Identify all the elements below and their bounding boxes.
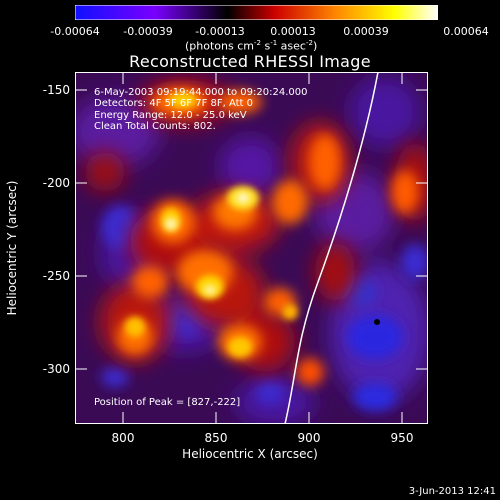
y-tick-label: -250 [42, 269, 70, 283]
colorbar-tick: 0.00064 [443, 25, 489, 38]
y-tick-label: -300 [42, 362, 70, 376]
x-tick-label: 950 [390, 431, 414, 445]
peak-position-label: Position of Peak = [827,-222] [94, 397, 241, 408]
x-axis-label: Heliocentric X (arcsec) [182, 447, 318, 461]
colorbar-units: (photons cm-2 s-1 asec-2) [185, 39, 318, 53]
solar-limb [284, 72, 379, 424]
plot-title: Reconstructed RHESSI Image [129, 52, 371, 71]
colorbar-tick: -0.00064 [50, 25, 100, 38]
timestamp: 3-Jun-2013 12:41 [408, 486, 496, 497]
colorbar-tick: -0.00039 [123, 25, 173, 38]
y-tick-label: -200 [42, 176, 70, 190]
time-range-label: 6-May-2003 09:19:44.000 to 09:20:24.000 [94, 87, 308, 98]
clean-counts-label: Clean Total Counts: 802. [94, 121, 216, 132]
x-tick-label: 900 [297, 431, 321, 445]
colorbar-tick: 0.00039 [343, 25, 389, 38]
rhessi-image [75, 72, 428, 424]
y-tick-label: -150 [42, 83, 70, 97]
y-axis-label: Heliocentric Y (arcsec) [5, 180, 19, 316]
colorbar-tick: -0.00013 [195, 25, 245, 38]
energy-range-label: Energy Range: 12.0 - 25.0 keV [94, 110, 247, 121]
x-tick-label: 850 [204, 431, 228, 445]
detectors-label: Detectors: 4F 5F 6F 7F 8F, Att 0 [94, 98, 254, 109]
x-tick-label: 800 [111, 431, 135, 445]
colorbar [75, 5, 438, 20]
colorbar-tick: 0.00013 [270, 25, 316, 38]
